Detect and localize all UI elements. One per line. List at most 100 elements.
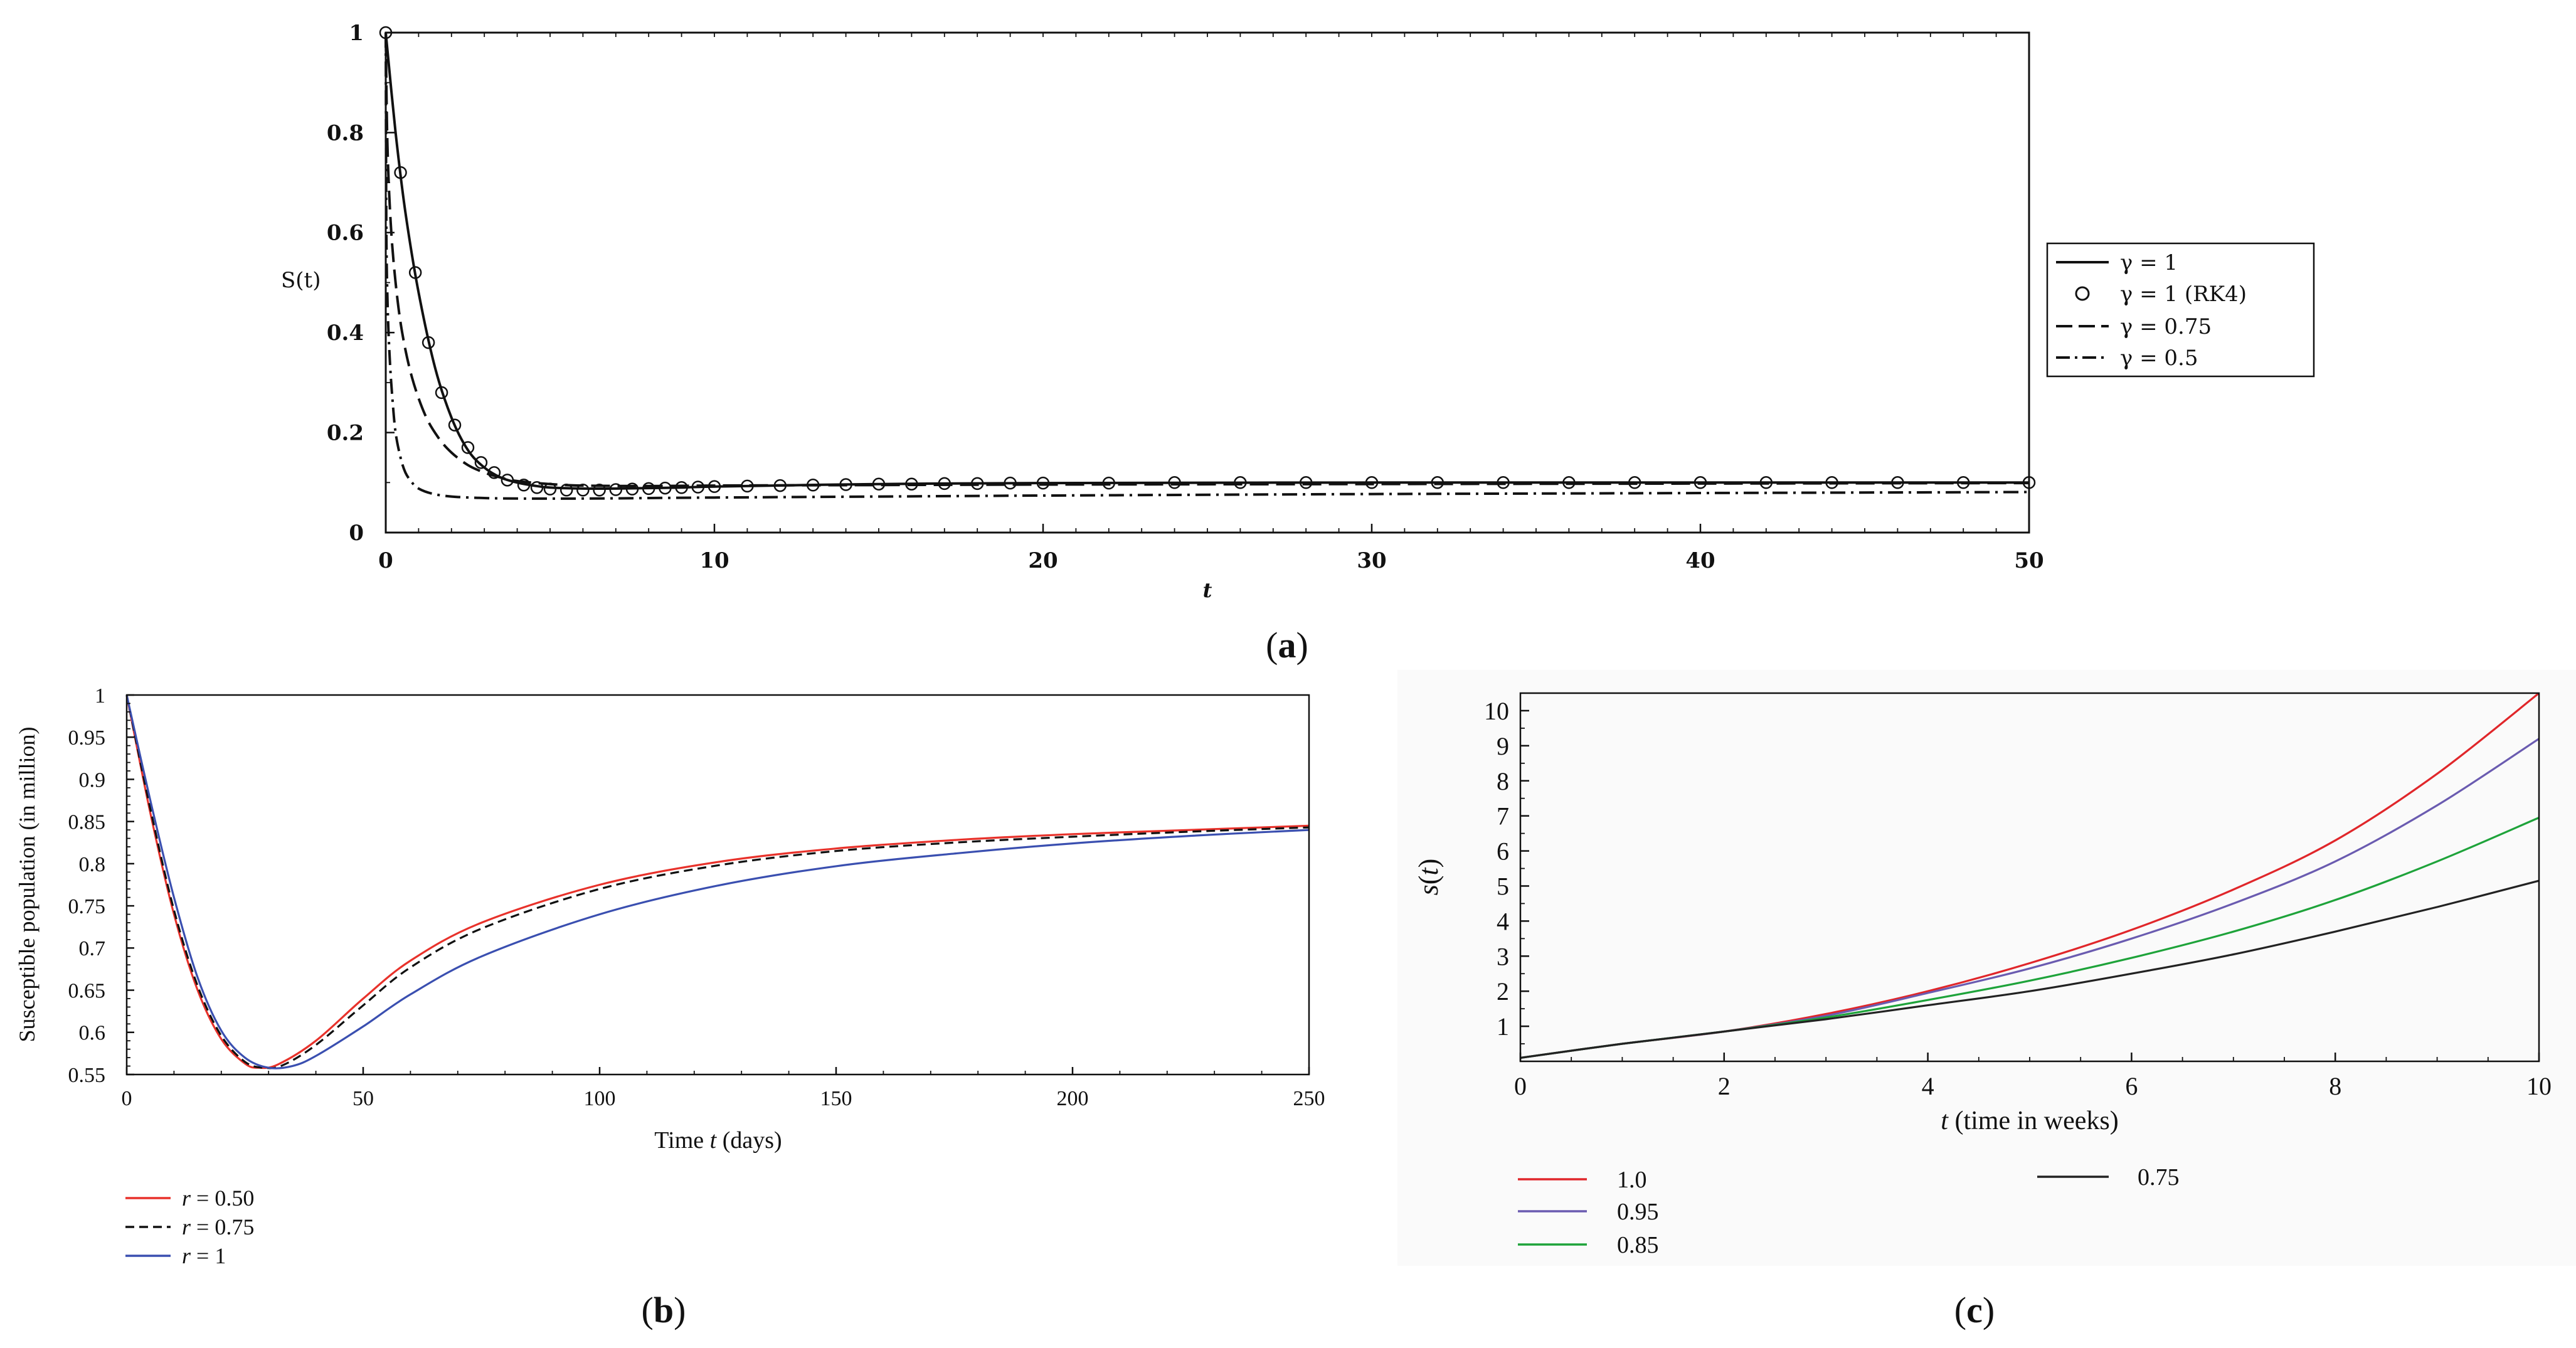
panel-b-xtick-label: 100	[584, 1087, 616, 1110]
panel-a-series-1-point	[474, 456, 488, 469]
legend-a-gamma05-label: γ = 0.5	[2120, 346, 2198, 371]
panel-a-ytick-label: 0.2	[327, 421, 364, 446]
panel-a-xlabel: t	[1203, 578, 1212, 602]
panel-a-series-3-line	[384, 32, 2030, 500]
panel-a-ytick-label: 0	[349, 521, 364, 546]
panel-c-xtick-label: 6	[2125, 1072, 2138, 1100]
legend-b-r050-label: r = 0.50	[182, 1186, 254, 1211]
panel-a-series-1-point	[609, 483, 623, 496]
panel-c-ytick-label: 7	[1497, 802, 1509, 831]
panel-a-series-1-point	[659, 481, 672, 495]
panel-a-xtick-label: 10	[699, 548, 729, 573]
legend-a-rk4-label: γ = 1 (RK4)	[2120, 282, 2247, 307]
panel-c-xtick-label: 4	[1922, 1072, 1934, 1100]
panel-a-xtick-label: 50	[2014, 548, 2043, 573]
legend-c-0-95-label: 0.95	[1617, 1199, 1659, 1225]
panel-c-ytick-label: 8	[1497, 767, 1509, 795]
legend-c-0-75-label: 0.75	[2138, 1164, 2180, 1191]
panel-a-series-1-point	[487, 466, 501, 479]
panel-a-series-1-point	[1299, 476, 1313, 489]
panel-a-series-1-point	[1036, 476, 1050, 490]
panel-a-series-1-point	[1497, 476, 1510, 489]
panel-b-series-0-line	[125, 694, 1310, 1069]
panel-b-ytick-label: 0.65	[68, 979, 106, 1002]
panel-b-xtick-label: 250	[1293, 1087, 1325, 1110]
panel-a-series-1-point	[675, 481, 688, 494]
panel-a-ytick-label: 0.6	[327, 221, 364, 246]
panel-c-ytick-label: 4	[1497, 907, 1509, 935]
legend-c-1-0-label: 1.0	[1617, 1167, 1647, 1193]
panel-a-legend-box	[2046, 242, 2315, 378]
panel-a-series-1-point	[1004, 476, 1017, 490]
panel-c-series-3-line	[1520, 879, 2540, 1059]
panel-b-ytick-label: 0.8	[79, 853, 106, 876]
panel-a-series-1-point	[593, 484, 606, 497]
panel-c-ytick-label: 1	[1497, 1012, 1509, 1041]
panel-a-series-1-point	[642, 482, 655, 496]
legend-c-0-85-label: 0.85	[1617, 1232, 1659, 1258]
panel-b-ytick-label: 0.55	[68, 1064, 106, 1087]
panel-a-caption: (a)	[1266, 625, 1308, 666]
panel-b-ylabel: Susceptible population (in million)	[14, 727, 40, 1043]
panel-c-xtick-label: 2	[1718, 1072, 1731, 1100]
panel-a-series-1-point	[517, 479, 531, 492]
legend-a-gamma1-label: γ = 1	[2120, 250, 2178, 275]
panel-c-background	[1397, 670, 2576, 1266]
panel-b-ytick-label: 0.6	[79, 1022, 106, 1045]
panel-b-legend: r = 0.50 r = 0.75 r = 1	[125, 1186, 254, 1268]
panel-a-series-1-point	[1102, 476, 1116, 490]
panel-b-ytick-label: 0.7	[79, 937, 106, 960]
panel-b-xtick-label: 200	[1057, 1087, 1089, 1110]
panel-a-ylabel: S(t)	[281, 268, 321, 293]
panel-a-series-1-point	[461, 441, 475, 454]
panel-b-xtick-label: 150	[820, 1087, 852, 1110]
panel-c-ytick-label: 10	[1484, 697, 1509, 725]
panel-a-series-1-point	[1431, 476, 1444, 489]
panel-c-xtick-label: 10	[2526, 1072, 2552, 1100]
panel-b-ytick-label: 1	[95, 684, 105, 708]
panel-a-series-1-point	[394, 166, 407, 179]
panel-b-ytick-label: 0.9	[79, 768, 106, 792]
panel-a-series-1-point	[435, 386, 448, 400]
panel-a-series-0-line	[384, 32, 2029, 491]
panel-c-ytick-label: 6	[1497, 837, 1509, 866]
panel-b-xtick-label: 0	[122, 1087, 132, 1110]
panel-a: S(t) t 0 10 20 30 40 50 0 0.2 0.4 0.6 0.8 1 γ = 1 γ…	[281, 21, 2315, 666]
panel-b: 0 50 100 150 200 250 0.55 0.6 0.65 0.7 0.75 0.8 0.85…	[14, 684, 1325, 1330]
panel-b-series-2-line	[125, 694, 1310, 1069]
panel-b-frame	[125, 694, 1310, 1076]
panel-a-legend: γ = 1 γ = 1 (RK4) γ = 0.75 γ = 0.5	[2046, 242, 2315, 378]
panel-b-xlabel: Time t (days)	[654, 1127, 782, 1154]
panel-a-series-1-point	[691, 480, 705, 494]
panel-c-xtick-label: 0	[1514, 1072, 1527, 1100]
panel-a-series-1-point	[625, 482, 639, 496]
panel-b-caption: (b)	[642, 1290, 686, 1330]
panel-c-legend: 1.0 0.95 0.85 0.75	[1518, 1164, 2180, 1258]
panel-a-series-1-point	[1234, 476, 1247, 489]
panel-c-xtick-label: 8	[2329, 1072, 2341, 1100]
panel-a-xtick-label: 40	[1685, 548, 1715, 573]
panel-a-ytick-label: 0.8	[327, 120, 364, 146]
panel-a-series-1-point	[1168, 476, 1181, 489]
panel-b-ytick-label: 0.75	[68, 895, 106, 918]
panel-a-series-1-point	[421, 336, 435, 349]
panel-a-xtick-label: 30	[1357, 548, 1386, 573]
panel-a-series-1-point	[408, 266, 422, 279]
panel-c-ytick-label: 9	[1497, 732, 1509, 760]
panel-a-series-2-line	[384, 32, 2030, 487]
panel-a-ytick-label: 0.4	[327, 321, 364, 346]
panel-c-xlabel: t (time in weeks)	[1941, 1107, 2118, 1135]
legend-b-r075-label: r = 0.75	[182, 1214, 254, 1239]
panel-c-ylabel: s(t)	[1413, 859, 1444, 896]
legend-b-r1-label: r = 1	[182, 1243, 226, 1268]
panel-b-xtick-label: 50	[352, 1087, 374, 1110]
panel-a-series-1-point	[1365, 476, 1379, 489]
panel-a-xtick-label: 0	[378, 548, 393, 573]
panel-c-caption: (c)	[1954, 1290, 1995, 1330]
legend-a-gamma075-label: γ = 0.75	[2120, 314, 2212, 339]
panel-b-series-1-line	[125, 694, 1310, 1069]
panel-a-series-1-point	[530, 481, 544, 494]
legend-a-rk4-swatch	[2075, 286, 2090, 301]
